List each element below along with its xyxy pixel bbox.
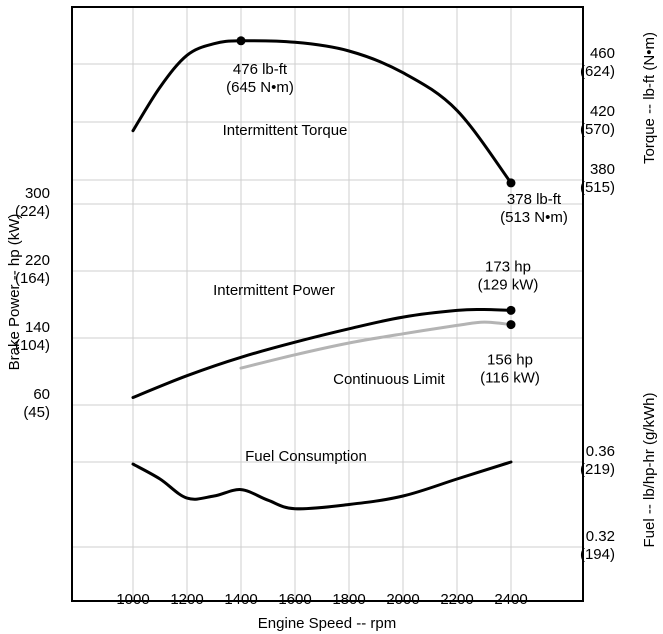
tick-label-power-2: 140 (104)	[15, 319, 50, 354]
plot-background	[72, 7, 583, 601]
y-axis-title-brake-power: Brake Power -- hp (kW)	[6, 214, 23, 371]
series-label-intermittent-power: Intermittent Power	[213, 282, 335, 299]
x-tick-label-1400: 1400	[224, 591, 257, 608]
y-axis-title-torque: Torque -- lb-ft (N•m)	[641, 32, 658, 164]
point-label-intermittent-torque-1400: 476 lb-ft (645 N•m)	[226, 61, 294, 96]
x-tick-label-2000: 2000	[386, 591, 419, 608]
x-axis-title: Engine Speed -- rpm	[258, 615, 396, 632]
x-tick-label-2200: 2200	[440, 591, 473, 608]
annotated-points: 476 lb-ft (645 N•m) 378 lb-ft (513 N•m) 173 …	[226, 36, 568, 387]
tick-label-torque-2: 380 (515)	[580, 161, 615, 196]
series-labels: Intermittent Torque Intermittent Power C…	[213, 122, 446, 465]
tick-label-torque-1: 420 (570)	[580, 103, 615, 138]
point-marker-intermittent-torque-1400	[236, 36, 246, 46]
series-lines	[131, 39, 513, 511]
series-line-continuous-limit	[239, 320, 513, 370]
point-marker-intermittent-power-2400	[506, 305, 516, 315]
tick-label-power-1: 220 (164)	[15, 252, 50, 287]
tick-labels: 460 (624) 420 (570) 380 (515) 300 (224) 220 (164)…	[15, 45, 615, 608]
series-line-intermittent-torque	[131, 39, 513, 185]
plot-frame	[71, 6, 584, 602]
point-label-intermittent-power-2400: 173 hp (129 kW)	[478, 258, 539, 293]
grid	[72, 7, 583, 601]
x-tick-label-1200: 1200	[170, 591, 203, 608]
series-label-intermittent-torque: Intermittent Torque	[223, 122, 348, 139]
x-tick-label-1600: 1600	[278, 591, 311, 608]
point-label-continuous-limit-2400: 156 hp (116 kW)	[480, 352, 540, 387]
series-line-fuel-consumption	[131, 460, 513, 511]
series-label-continuous-limit: Continuous Limit	[333, 371, 446, 388]
x-tick-label-2400: 2400	[494, 591, 527, 608]
y-axis-title-fuel: Fuel -- lb/hp-hr (g/kWh)	[641, 392, 658, 547]
x-tick-label-1000: 1000	[116, 591, 149, 608]
series-label-fuel-consumption: Fuel Consumption	[245, 448, 367, 465]
series-line-intermittent-power	[131, 307, 513, 399]
tick-label-torque-0: 460 (624)	[580, 45, 615, 80]
point-marker-intermittent-torque-2400	[506, 178, 516, 188]
point-label-intermittent-torque-2400: 378 lb-ft (513 N•m)	[500, 191, 568, 226]
tick-label-power-3: 60 (45)	[23, 386, 50, 421]
x-tick-label-1800: 1800	[332, 591, 365, 608]
tick-label-fuel-1: 0.32 (194)	[580, 528, 615, 563]
tick-label-power-0: 300 (224)	[15, 185, 50, 220]
point-marker-continuous-limit-2400	[506, 320, 516, 330]
tick-label-fuel-0: 0.36 (219)	[580, 443, 615, 478]
